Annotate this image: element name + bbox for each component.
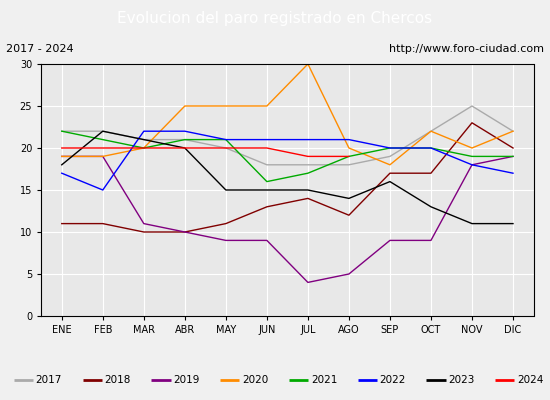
- Text: 2022: 2022: [379, 375, 406, 385]
- Text: 2024: 2024: [517, 375, 543, 385]
- Text: http://www.foro-ciudad.com: http://www.foro-ciudad.com: [389, 44, 544, 54]
- Text: 2018: 2018: [104, 375, 131, 385]
- Text: 2019: 2019: [173, 375, 200, 385]
- Text: Evolucion del paro registrado en Chercos: Evolucion del paro registrado en Chercos: [118, 10, 432, 26]
- Text: 2017 - 2024: 2017 - 2024: [6, 44, 73, 54]
- Text: 2020: 2020: [242, 375, 268, 385]
- Text: 2021: 2021: [311, 375, 337, 385]
- Text: 2017: 2017: [36, 375, 62, 385]
- Text: 2023: 2023: [448, 375, 475, 385]
